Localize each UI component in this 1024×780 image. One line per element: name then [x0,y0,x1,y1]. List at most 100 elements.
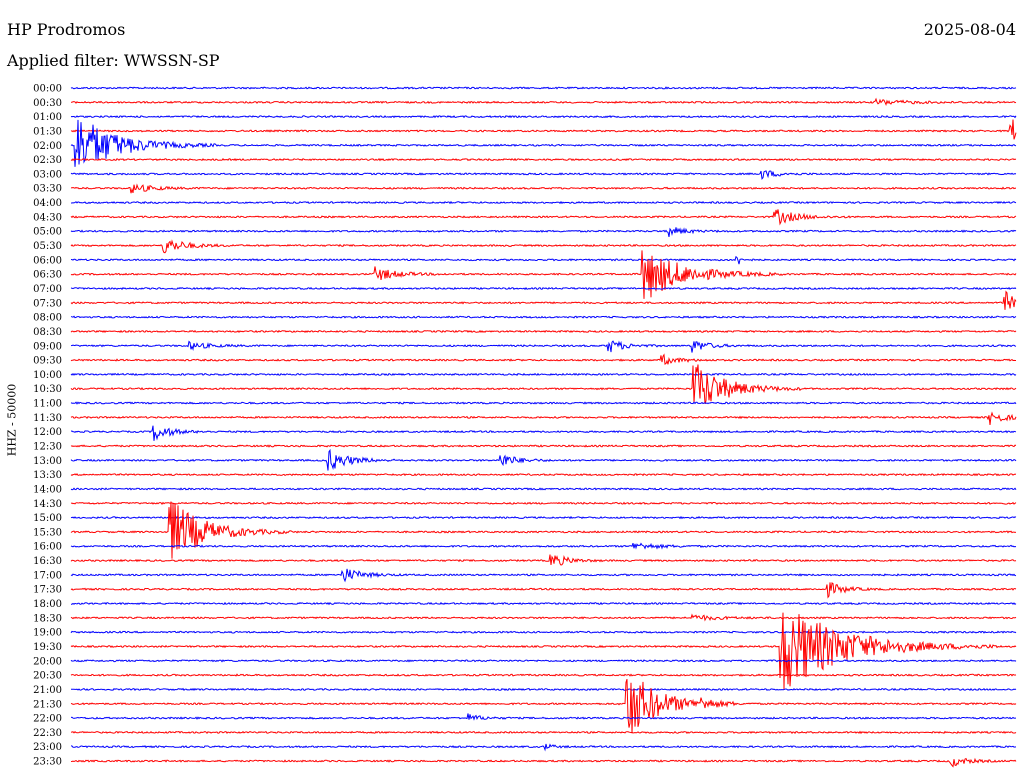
row-time-label: 01:30 [33,126,62,137]
row-time-label: 10:00 [33,370,62,381]
row-time-label: 10:30 [33,384,62,395]
trace-line [70,157,1017,162]
trace-line [71,200,1017,205]
trace-line [71,97,1017,106]
row-time-label: 16:30 [33,556,62,567]
row-time-label: 17:00 [33,570,62,581]
row-time-label: 08:30 [33,327,62,338]
row-time-label: 13:00 [33,456,62,467]
trace-line [70,209,1017,226]
trace-line [70,425,1017,441]
trace-line [70,401,1017,405]
row-time-label: 00:00 [33,84,62,95]
trace-line [71,601,1017,606]
row-time-label: 09:30 [33,356,62,367]
trace-line [70,542,1017,550]
row-time-label: 19:00 [33,628,62,639]
trace-line [70,743,1017,752]
trace-line [70,170,1017,180]
row-time-label: 11:30 [33,413,62,424]
row-time-label: 07:00 [33,284,62,295]
trace-line [70,119,1017,167]
row-time-label: 06:00 [33,255,62,266]
row-time-label: 07:30 [33,298,62,309]
trace-line [70,119,1017,140]
trace-line [70,364,1017,404]
row-time-label: 15:30 [33,527,62,538]
station-title: HP Prodromos [7,20,126,39]
row-time-label: 02:30 [33,155,62,166]
trace-line [70,444,1017,448]
row-time-label: 15:00 [33,513,62,524]
trace-line [70,679,1017,734]
row-time-label: 14:30 [33,499,62,510]
trace-line [70,183,1017,194]
trace-line [70,673,1017,677]
trace-line [70,613,1017,622]
row-time-label: 00:30 [33,98,62,109]
trace-line [70,411,1017,425]
trace-line [70,515,1017,520]
row-time-label: 16:00 [33,542,62,553]
row-time-label: 22:30 [33,728,62,739]
trace-line [70,554,1017,566]
row-time-label: 03:00 [33,169,62,180]
trace-line [70,612,1017,690]
trace-line [70,340,1017,353]
row-time-label: 12:30 [33,442,62,453]
row-time-label: 21:30 [33,699,62,710]
trace-line [70,372,1017,376]
row-time-label: 03:30 [33,184,62,195]
trace-line [70,315,1017,319]
trace-line [70,659,1017,663]
row-time-label: 20:30 [33,671,62,682]
row-time-label: 12:00 [33,427,62,438]
trace-line [70,227,1017,238]
row-time-label: 18:30 [33,613,62,624]
trace-line [70,86,1017,90]
row-time-label: 23:30 [33,757,62,768]
row-time-label: 08:00 [33,313,62,324]
row-time-label: 04:00 [33,198,62,209]
trace-line [70,353,1016,365]
row-time-label: 22:00 [33,714,62,725]
trace-line [70,568,1017,583]
row-time-label: 06:30 [33,270,62,281]
date-label: 2025-08-04 [923,20,1016,39]
row-time-label: 17:30 [33,585,62,596]
filter-label: Applied filter: WWSSN-SP [7,51,220,70]
trace-line [70,757,1017,768]
trace-line [70,239,1017,254]
row-time-label: 09:00 [33,341,62,352]
row-time-label: 23:00 [33,742,62,753]
row-time-label: 19:30 [33,642,62,653]
row-time-label: 01:00 [33,112,62,123]
trace-line [70,582,1017,599]
row-time-label: 14:00 [33,484,62,495]
trace-line [70,630,1017,634]
trace-line [70,255,1017,265]
trace-line [70,250,1017,299]
trace-line [70,329,1017,334]
trace-line [70,473,1017,477]
row-time-label: 04:30 [33,212,62,223]
trace-line [70,487,1017,491]
row-time-label: 13:30 [33,470,62,481]
row-time-label: 20:00 [33,656,62,667]
trace-line [70,687,1017,692]
row-time-label: 21:00 [33,685,62,696]
row-time-label: 11:00 [33,399,62,410]
row-time-label: 18:00 [33,599,62,610]
trace-line [70,290,1017,310]
row-time-label: 05:00 [33,227,62,238]
trace-line [70,501,1017,505]
trace-line [70,713,1016,721]
row-time-label: 05:30 [33,241,62,252]
trace-line [70,115,1017,119]
trace-line [70,286,1017,291]
trace-line [70,501,1017,559]
trace-line [70,448,1017,471]
trace-line [71,730,1017,735]
row-time-label: 02:00 [33,141,62,152]
